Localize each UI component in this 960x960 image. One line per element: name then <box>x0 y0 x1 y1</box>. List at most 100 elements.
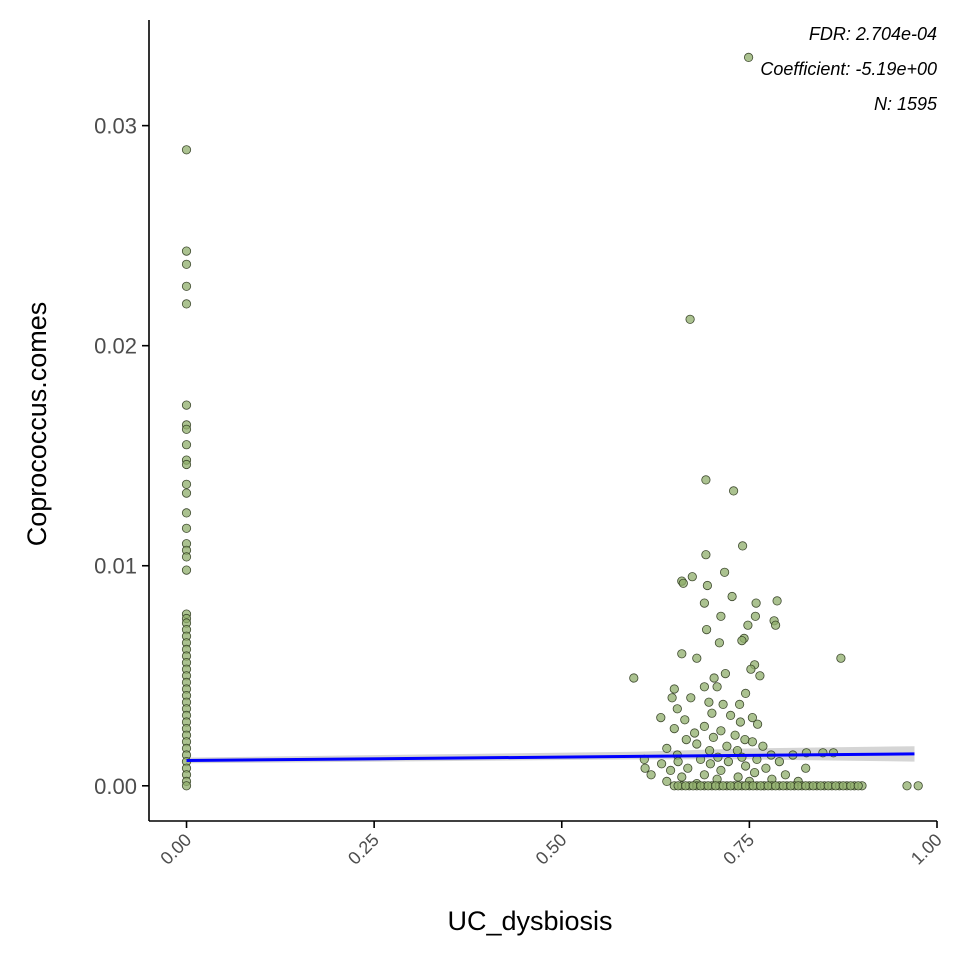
data-point <box>181 400 192 410</box>
data-point <box>913 781 923 791</box>
data-point <box>780 770 791 780</box>
data-point <box>683 763 693 773</box>
data-point <box>712 682 722 692</box>
data-point <box>770 781 781 791</box>
x-tick-label: 0.50 <box>532 830 571 869</box>
data-point <box>705 759 716 769</box>
x-tick-label: 0.00 <box>156 830 195 869</box>
data-point <box>853 781 863 791</box>
data-point <box>686 693 696 703</box>
data-point <box>699 721 710 732</box>
data-point <box>656 712 666 723</box>
annotation-layer: FDR: 2.704e-04 Coefficient: -5.19e+00 N:… <box>760 24 938 114</box>
data-point <box>734 699 745 710</box>
data-point <box>681 734 691 745</box>
data-point <box>723 756 734 767</box>
regression-line <box>186 752 915 762</box>
data-point <box>801 763 811 773</box>
fit-line-layer <box>186 752 915 762</box>
data-point <box>750 611 761 621</box>
data-point <box>701 550 711 560</box>
x-axis-title: UC_dysbiosis <box>447 906 612 936</box>
data-point <box>181 459 192 470</box>
data-point <box>678 578 688 588</box>
data-point <box>751 598 761 608</box>
annotation-n: N: 1595 <box>874 94 938 114</box>
data-point <box>667 693 677 703</box>
data-point <box>728 486 739 496</box>
data-point <box>699 598 710 608</box>
data-point <box>699 682 710 692</box>
y-tick-label: 0.02 <box>94 334 137 359</box>
data-point <box>646 770 656 780</box>
data-point <box>181 145 192 155</box>
data-point <box>692 739 702 749</box>
data-point <box>685 314 695 324</box>
y-tick-label: 0.03 <box>94 114 137 139</box>
data-point <box>727 591 737 602</box>
data-point <box>740 688 751 699</box>
data-point <box>708 732 719 743</box>
data-point <box>181 281 192 291</box>
data-point <box>662 776 672 787</box>
data-point <box>181 565 192 575</box>
data-point <box>699 770 710 780</box>
data-point <box>704 745 715 756</box>
data-point <box>722 741 732 751</box>
data-point <box>836 653 846 663</box>
data-point <box>673 756 683 767</box>
data-point <box>687 572 697 582</box>
data-point <box>662 743 672 754</box>
data-point <box>692 653 702 663</box>
data-point <box>181 246 192 256</box>
annotation-fdr: FDR: 2.704e-04 <box>809 24 937 44</box>
data-point <box>181 552 192 562</box>
x-tick-label: 0.75 <box>719 830 758 869</box>
x-tick-label: 0.25 <box>344 830 383 869</box>
data-point <box>656 759 667 769</box>
data-point <box>725 710 736 721</box>
data-point <box>181 259 192 269</box>
data-point <box>669 723 679 734</box>
data-point <box>747 712 758 723</box>
data-point <box>749 767 760 778</box>
y-tick-label: 0.01 <box>94 554 137 579</box>
annotation-coefficient: Coefficient: -5.19e+00 <box>760 59 937 79</box>
data-point <box>181 781 192 791</box>
data-point <box>181 479 192 489</box>
data-point <box>181 523 192 533</box>
data-point <box>716 726 726 736</box>
data-point <box>181 424 192 434</box>
data-point <box>701 475 711 485</box>
data-point <box>640 763 650 773</box>
points-layer <box>181 52 923 791</box>
data-point <box>772 596 782 606</box>
data-point <box>181 488 192 498</box>
data-point <box>181 440 192 450</box>
data-point <box>719 567 730 577</box>
data-point <box>669 684 679 694</box>
y-tick-label: 0.00 <box>94 774 137 799</box>
data-point <box>746 664 756 674</box>
data-point <box>672 704 682 714</box>
data-point <box>714 638 725 648</box>
data-point <box>737 635 747 646</box>
data-point <box>761 763 771 773</box>
data-point <box>730 730 740 740</box>
data-point <box>718 699 728 710</box>
data-point <box>680 715 690 725</box>
data-point <box>737 541 748 551</box>
data-point <box>707 708 717 718</box>
data-point <box>720 668 731 679</box>
data-point <box>716 611 726 621</box>
data-point <box>181 508 192 518</box>
x-tick-label: 1.00 <box>907 830 946 869</box>
data-point <box>689 728 700 738</box>
y-axis-title: Coprococcus.comes <box>22 302 52 547</box>
data-point <box>733 772 743 782</box>
data-point <box>709 673 719 683</box>
data-point <box>743 620 753 630</box>
data-point <box>752 719 763 729</box>
data-point <box>677 649 687 659</box>
